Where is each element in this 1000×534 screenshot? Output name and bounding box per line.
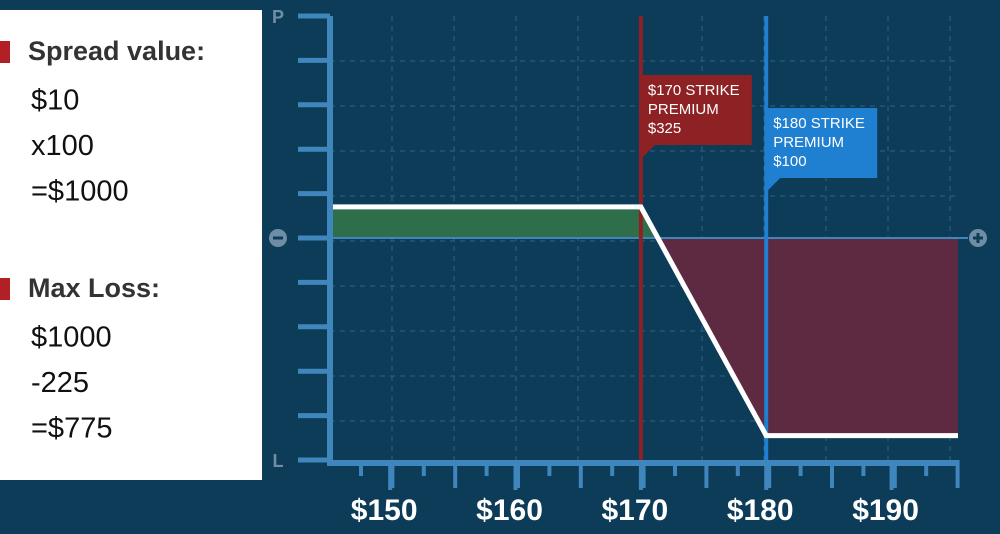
strike-label-text: PREMIUM — [773, 134, 844, 151]
minus-bar — [273, 236, 283, 240]
section-heading: Max Loss: — [28, 273, 160, 303]
x-tick-label: $160 — [476, 494, 543, 527]
section-line: x100 — [31, 130, 94, 162]
strike-label-box — [766, 108, 878, 178]
strike-label-text: $100 — [773, 153, 806, 170]
plus-bar — [976, 233, 980, 243]
loss-area — [330, 238, 958, 436]
x-tick-label: $150 — [351, 494, 418, 527]
strike-label-tail — [640, 145, 655, 159]
payoff-line — [330, 204, 958, 439]
x-tick-label: $180 — [727, 494, 794, 527]
section-heading: Spread value: — [28, 36, 205, 66]
profit-area — [330, 206, 958, 238]
y-tick-label: L — [273, 451, 284, 471]
strike-label-text: $170 STRIKE — [648, 82, 740, 99]
section-line: $10 — [31, 85, 79, 117]
strike-label-text: PREMIUM — [648, 101, 719, 118]
section-line: -225 — [31, 367, 89, 399]
strike-label-text: $180 STRIKE — [773, 115, 865, 132]
strike-label-text: $325 — [648, 120, 681, 137]
info-panel — [0, 10, 262, 480]
section-line: =$775 — [31, 413, 112, 445]
x-tick-label: $170 — [601, 494, 668, 527]
section-line: $1000 — [31, 322, 112, 354]
panel-text: Spread value: $10 x100 =$1000 Max Loss: $1000… — [0, 36, 205, 445]
section-marker — [0, 41, 10, 63]
strike-label-tail — [766, 178, 781, 192]
strike-label-box — [640, 75, 752, 145]
section-line: =$1000 — [31, 176, 129, 208]
section-marker — [0, 278, 10, 300]
x-tick-label: $190 — [852, 494, 919, 527]
plot: $170 STRIKE PREMIUM $325 $180 STRIKE PREMIUM… — [269, 7, 987, 527]
y-tick-label: P — [272, 7, 284, 27]
